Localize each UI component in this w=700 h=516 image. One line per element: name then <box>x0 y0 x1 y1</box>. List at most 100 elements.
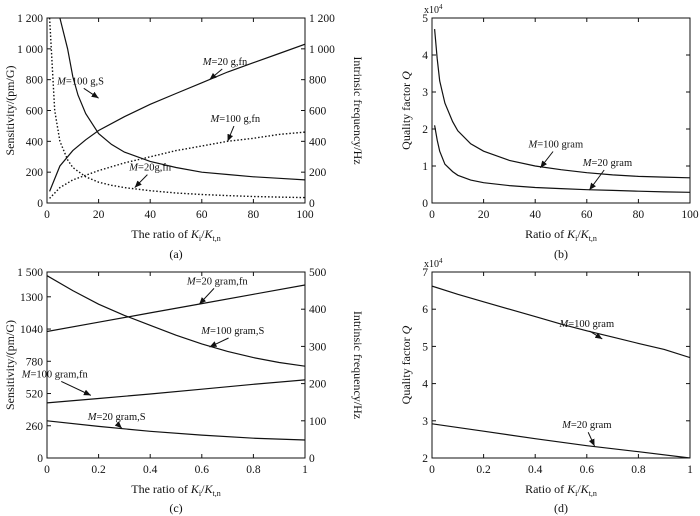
y2-tick-label: 0 <box>309 453 315 465</box>
x-tick-label: 20 <box>93 209 105 221</box>
y-tick-label: 1 <box>422 161 428 173</box>
x-tick-label: 40 <box>144 209 156 221</box>
series-label: M=100 gram <box>558 319 614 330</box>
series-label-arrow <box>114 421 123 429</box>
series-line-m-20-gram-fn <box>47 284 305 333</box>
series-label-arrow <box>587 432 595 447</box>
series-line-m-100-gram-s <box>47 275 305 367</box>
y-tick-label: 520 <box>26 389 44 401</box>
x-tick-label: 0.2 <box>476 464 491 476</box>
y2-axis-label: Intrinsic frequency/Hz <box>351 311 365 419</box>
series-line-m-100-gram-fn <box>47 379 305 404</box>
y-tick-label: 400 <box>26 136 44 148</box>
y-tick-label: 0 <box>37 198 43 210</box>
series-label: M=100 g,fn <box>210 114 261 125</box>
series-label: M=20 gram,S <box>87 412 146 423</box>
y-tick-label: 1300 <box>20 292 43 304</box>
series-line-m-20-gram <box>434 125 690 193</box>
series-label: M=100 gram <box>528 140 584 151</box>
series-label-arrow <box>134 174 148 188</box>
x-tick-label: 80 <box>633 209 645 221</box>
x-tick-label: 0.2 <box>91 464 106 476</box>
series-label-arrow <box>227 125 235 142</box>
y2-tick-label: 500 <box>309 267 327 279</box>
panel-label: (a) <box>169 247 182 261</box>
y-axis-label: Quality factor Q <box>399 71 413 150</box>
y2-tick-label: 200 <box>309 167 327 179</box>
x-tick-label: 0.4 <box>528 464 543 476</box>
series-label: M=20 g,fn <box>202 57 248 68</box>
y-tick-label: 4 <box>422 379 428 391</box>
y-tick-label: 800 <box>26 75 44 87</box>
series-label: M=20 gram,fn <box>186 276 248 287</box>
series-line-m-100-gram <box>434 29 690 179</box>
x-axis-label: Ratio of Ki​/Kt,n​ <box>525 482 597 498</box>
plot-frame <box>431 271 691 459</box>
plot-frame <box>46 271 306 459</box>
x-axis-label: The ratio of Ki​/Kt,n​ <box>131 227 221 243</box>
y2-tick-label: 600 <box>309 106 327 118</box>
y-tick-label: 3 <box>422 87 428 99</box>
x-tick-label: 0.4 <box>143 464 158 476</box>
x-tick-label: 0 <box>429 209 435 221</box>
x-tick-label: 40 <box>529 209 541 221</box>
x-tick-label: 1 <box>687 464 693 476</box>
series-label: M=20g,fn <box>128 163 172 174</box>
series-label-arrow <box>588 169 605 191</box>
y-tick-label: 2 <box>422 124 428 136</box>
y-exponent-label: x104 <box>424 257 443 270</box>
x-tick-label: 0.8 <box>631 464 646 476</box>
y-tick-label: 0 <box>37 453 43 465</box>
y2-tick-label: 1 200 <box>309 13 335 25</box>
x-tick-label: 0 <box>44 209 50 221</box>
series-label-arrow <box>198 288 215 305</box>
series-label-arrow <box>83 87 99 99</box>
y2-tick-label: 1 000 <box>309 44 335 56</box>
y2-tick-label: 0 <box>309 198 315 210</box>
series-label: M=20 gram <box>561 420 611 431</box>
panel-label: (c) <box>169 501 182 515</box>
x-tick-label: 100 <box>296 209 314 221</box>
y-tick-label: 1 500 <box>17 267 43 279</box>
series-label-arrow <box>61 380 92 396</box>
y-tick-label: 0 <box>422 198 428 210</box>
x-axis-label: Ratio of Ki​/Kt,n​ <box>525 227 597 243</box>
y-tick-label: 1 200 <box>17 13 43 25</box>
series-label: M=100 gram,fn <box>21 369 89 380</box>
y-tick-label: 600 <box>26 106 44 118</box>
series-label: M=100 gram,S <box>200 326 264 337</box>
x-tick-label: 0.6 <box>195 464 210 476</box>
y-axis-label: Sensitivity/(pm/G) <box>3 65 17 155</box>
series-label-arrow <box>539 151 554 169</box>
x-tick-label: 20 <box>478 209 490 221</box>
series-line-m-100-gram <box>432 285 690 359</box>
y-axis-label: Sensitivity/(pm/G) <box>3 320 17 410</box>
x-axis-label: The ratio of Ki​/Kt,n​ <box>131 482 221 498</box>
y-axis-label: Quality factor Q <box>399 325 413 404</box>
y-tick-label: 260 <box>26 421 44 433</box>
series-line-m-100-g-fn <box>49 131 305 199</box>
x-tick-label: 60 <box>581 209 593 221</box>
series-label: M=20 gram <box>582 158 632 169</box>
y2-axis-label: Intrinsic frequency/Hz <box>351 56 365 164</box>
series-line-m-100-g-s <box>59 18 305 181</box>
x-tick-label: 1 <box>302 464 308 476</box>
panel-label: (d) <box>554 501 568 515</box>
x-tick-label: 0.6 <box>580 464 595 476</box>
series-line-m-20-gram <box>432 423 690 458</box>
y-tick-label: 2 <box>422 453 428 465</box>
x-tick-label: 0 <box>44 464 50 476</box>
y-tick-label: 6 <box>422 304 428 316</box>
series-line-m-20-gram-s <box>47 420 305 441</box>
y-tick-label: 780 <box>26 356 44 368</box>
y-exponent-label: x104 <box>424 3 443 16</box>
y2-tick-label: 200 <box>309 379 327 391</box>
series-label-arrow <box>209 337 229 348</box>
series-label-arrow <box>589 330 603 340</box>
y2-tick-label: 400 <box>309 304 327 316</box>
